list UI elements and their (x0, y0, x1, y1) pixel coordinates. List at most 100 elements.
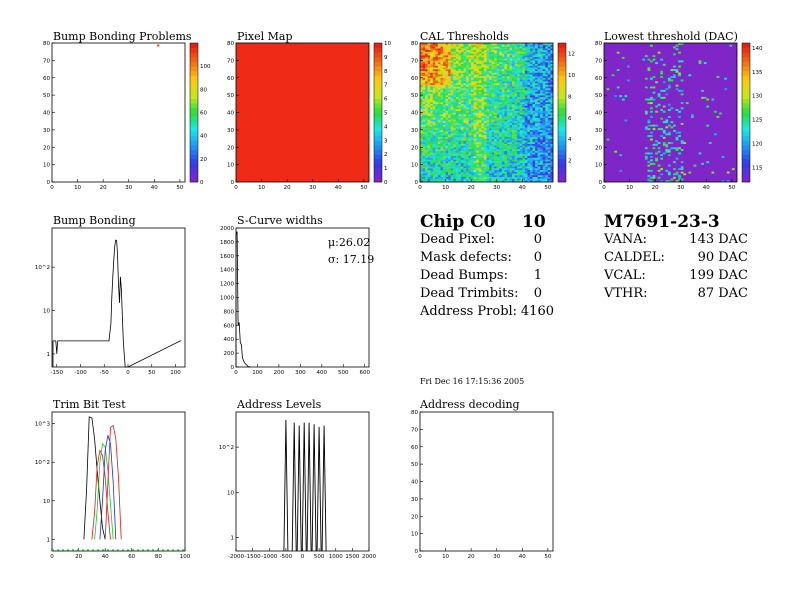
heatmap-cell (524, 128, 528, 131)
heatmap-cell (496, 126, 500, 129)
heatmap-cell (445, 124, 449, 127)
heatmap-cell (540, 89, 543, 92)
heatmap-cell (501, 100, 505, 103)
heatmap-cell (509, 147, 513, 150)
heatmap-cell (435, 109, 439, 111)
heatmap-cell (517, 161, 520, 164)
heatmap-cell (494, 95, 497, 98)
heatmap-cell (542, 51, 546, 54)
colorbar-cell (190, 121, 198, 127)
heatmap-cell (422, 49, 426, 52)
heatmap-cell (435, 166, 439, 169)
heatmap-cell (527, 131, 531, 134)
heatmap-cell (156, 44, 160, 47)
heatmap-cell (478, 103, 482, 106)
heatmap-cell (425, 129, 428, 132)
heatmap-cell (657, 150, 661, 153)
heatmap-cell (471, 110, 474, 113)
heatmap-cell (547, 53, 551, 56)
heatmap-cell (473, 136, 477, 139)
heatmap-cell (483, 51, 487, 54)
heatmap-cell (527, 169, 531, 172)
heatmap-cell (519, 150, 523, 153)
heatmap-cell (537, 168, 541, 171)
heatmap-cell (445, 72, 449, 75)
heatmap-cell (453, 74, 457, 77)
heatmap-cell (657, 176, 661, 179)
heatmap-cell (471, 86, 474, 89)
heatmap-cell (481, 69, 485, 71)
heatmap-cell (432, 114, 436, 117)
heatmap-cell (440, 136, 444, 139)
heatmap-cell (463, 63, 467, 66)
heatmap-cell (450, 119, 454, 122)
heatmap-cell (476, 107, 480, 110)
heatmap-cell (476, 138, 480, 141)
heatmap-cell (494, 77, 497, 80)
heatmap-cell (542, 67, 546, 70)
heatmap-cell (512, 136, 515, 139)
heatmap-cell (542, 43, 546, 45)
heatmap-cell (455, 95, 459, 98)
heatmap-cell (432, 62, 436, 65)
heatmap-cell (494, 147, 497, 150)
heatmap-cell (524, 74, 528, 77)
heatmap-cell (422, 119, 426, 122)
heatmap-cell (471, 133, 474, 136)
heatmap-cell (494, 112, 497, 115)
heatmap-cell (455, 143, 459, 146)
heatmap-cell (504, 166, 508, 169)
heatmap-cell (473, 117, 477, 120)
heatmap-cell (450, 175, 454, 177)
heatmap-cell (455, 43, 459, 45)
heatmap-cell (514, 173, 518, 176)
heatmap-cell (473, 102, 477, 105)
x-tick-label: 40 (519, 185, 526, 191)
heatmap-cell (443, 114, 446, 117)
heatmap-cell (550, 148, 554, 151)
heatmap-cell (450, 72, 454, 75)
heatmap-cell (491, 112, 495, 115)
heatmap-cell (665, 180, 669, 183)
heatmap-cell (425, 173, 428, 176)
heatmap-cell (491, 63, 495, 66)
heatmap-cell (448, 148, 451, 151)
heatmap-cell (545, 72, 549, 75)
heatmap-cell (540, 53, 543, 56)
heatmap-cell (481, 103, 485, 106)
heatmap-cell (425, 142, 428, 144)
heatmap-cell (545, 138, 549, 141)
heatmap-cell (437, 152, 441, 155)
heatmap-cell (422, 93, 426, 96)
heatmap-cell (432, 103, 436, 106)
heatmap-cell (506, 100, 510, 103)
heatmap-cell (522, 63, 526, 66)
heatmap-cell (542, 150, 546, 153)
heatmap-cell (486, 76, 490, 78)
heatmap-cell (458, 112, 462, 115)
heatmap-cell (489, 56, 492, 59)
heatmap-cell (496, 96, 500, 99)
heatmap-cell (535, 143, 538, 146)
heatmap-cell (660, 72, 664, 75)
heatmap-cell (506, 77, 510, 80)
heatmap-cell (491, 133, 495, 136)
heatmap-cell (506, 89, 510, 92)
heatmap-cell (540, 117, 543, 120)
heatmap-cell (512, 79, 515, 82)
heatmap-cell (440, 175, 444, 177)
heatmap-cell (445, 169, 449, 172)
heatmap-cell (509, 124, 513, 127)
heatmap-cell (435, 128, 439, 131)
heatmap-cell (509, 63, 513, 66)
heatmap-cell (463, 115, 467, 118)
heatmap-cell (535, 148, 538, 151)
heatmap-cell (489, 115, 492, 118)
heatmap-cell (529, 107, 533, 110)
heatmap-cell (432, 117, 436, 120)
heatmap-cell (547, 48, 551, 51)
heatmap-cell (537, 133, 541, 136)
heatmap-cell (432, 76, 436, 78)
heatmap-cell (524, 103, 528, 106)
heatmap-cell (496, 105, 500, 108)
